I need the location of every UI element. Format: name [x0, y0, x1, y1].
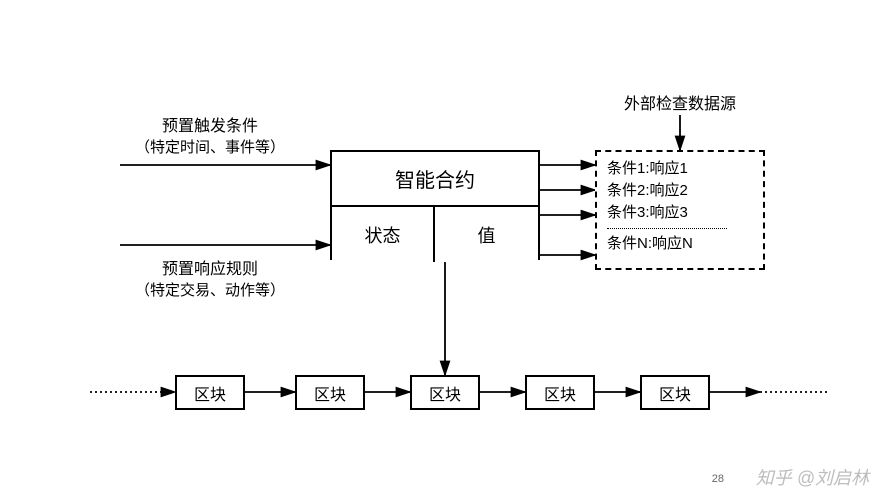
block-3: 区块 — [410, 375, 480, 410]
condition-1: 条件1:响应1 — [607, 158, 753, 180]
block-5: 区块 — [640, 375, 710, 410]
response-sub: （特定交易、动作等） — [120, 279, 300, 300]
conditions-box: 条件1:响应1 条件2:响应2 条件3:响应3 条件N:响应N — [595, 150, 765, 270]
block-4: 区块 — [525, 375, 595, 410]
watermark: 知乎 @刘启林 — [756, 464, 869, 490]
contract-box: 智能合约 状态 值 — [330, 150, 540, 260]
trigger-sub: （特定时间、事件等） — [120, 136, 300, 157]
condition-ellipsis — [607, 228, 727, 229]
value-label: 值 — [478, 222, 496, 248]
response-label: 预置响应规则 （特定交易、动作等） — [120, 255, 300, 300]
condition-3: 条件3:响应3 — [607, 202, 753, 224]
conditions-header: 外部检查数据源 — [600, 90, 760, 114]
trigger-label: 预置触发条件 （特定时间、事件等） — [120, 112, 300, 157]
value-cell: 值 — [435, 207, 538, 262]
condition-2: 条件2:响应2 — [607, 180, 753, 202]
contract-title: 智能合约 — [395, 164, 475, 193]
block-2: 区块 — [295, 375, 365, 410]
contract-title-cell: 智能合约 — [332, 152, 538, 207]
state-label: 状态 — [365, 222, 401, 248]
block-1: 区块 — [175, 375, 245, 410]
trigger-title: 预置触发条件 — [120, 112, 300, 136]
page-number: 28 — [712, 473, 724, 485]
response-title: 预置响应规则 — [120, 255, 300, 279]
state-cell: 状态 — [332, 207, 435, 262]
condition-n: 条件N:响应N — [607, 233, 753, 255]
